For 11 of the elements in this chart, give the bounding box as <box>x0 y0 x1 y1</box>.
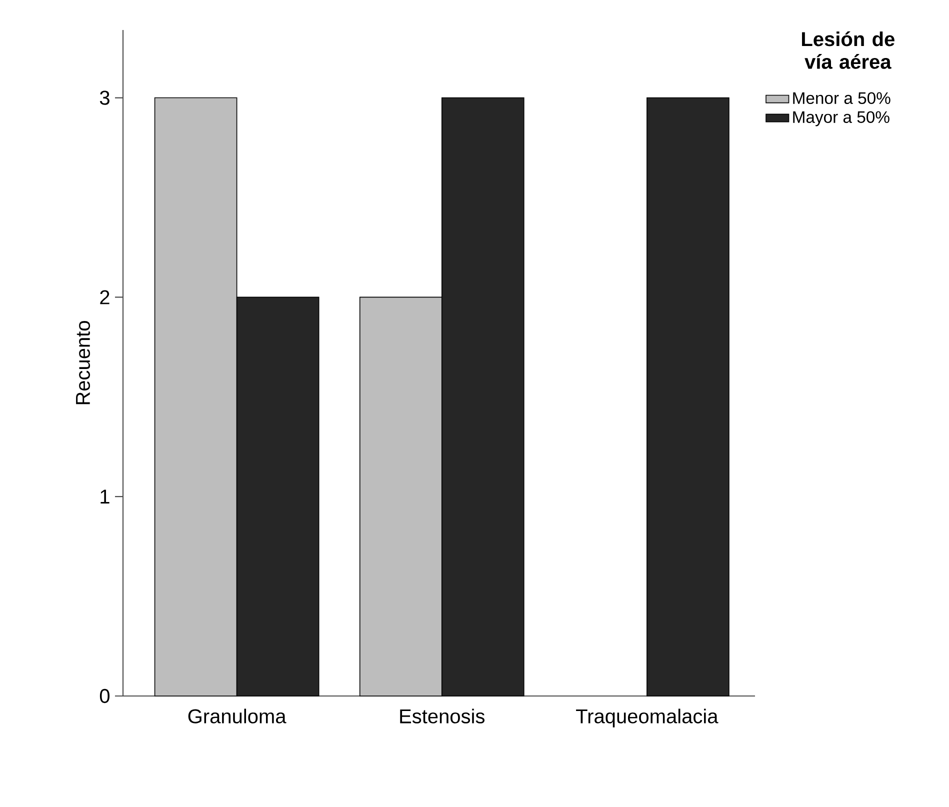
y-tick-label: 2 <box>100 290 110 304</box>
legend-label: Mayor a 50% <box>793 111 890 126</box>
x-tick-label: Traqueomalacia <box>576 708 718 728</box>
y-tick-label: 0 <box>100 688 110 704</box>
legend-label: Menor a 50% <box>793 92 890 104</box>
x-tick-label: Granuloma <box>188 708 286 724</box>
y-tick-label: 3 <box>100 90 110 105</box>
y-tick-label: 1 <box>100 490 110 504</box>
y-axis-title: Recuento <box>76 321 90 404</box>
legend-title: Lesión de vía aérea <box>802 31 894 69</box>
x-tick-label: Estenosis <box>400 708 484 724</box>
